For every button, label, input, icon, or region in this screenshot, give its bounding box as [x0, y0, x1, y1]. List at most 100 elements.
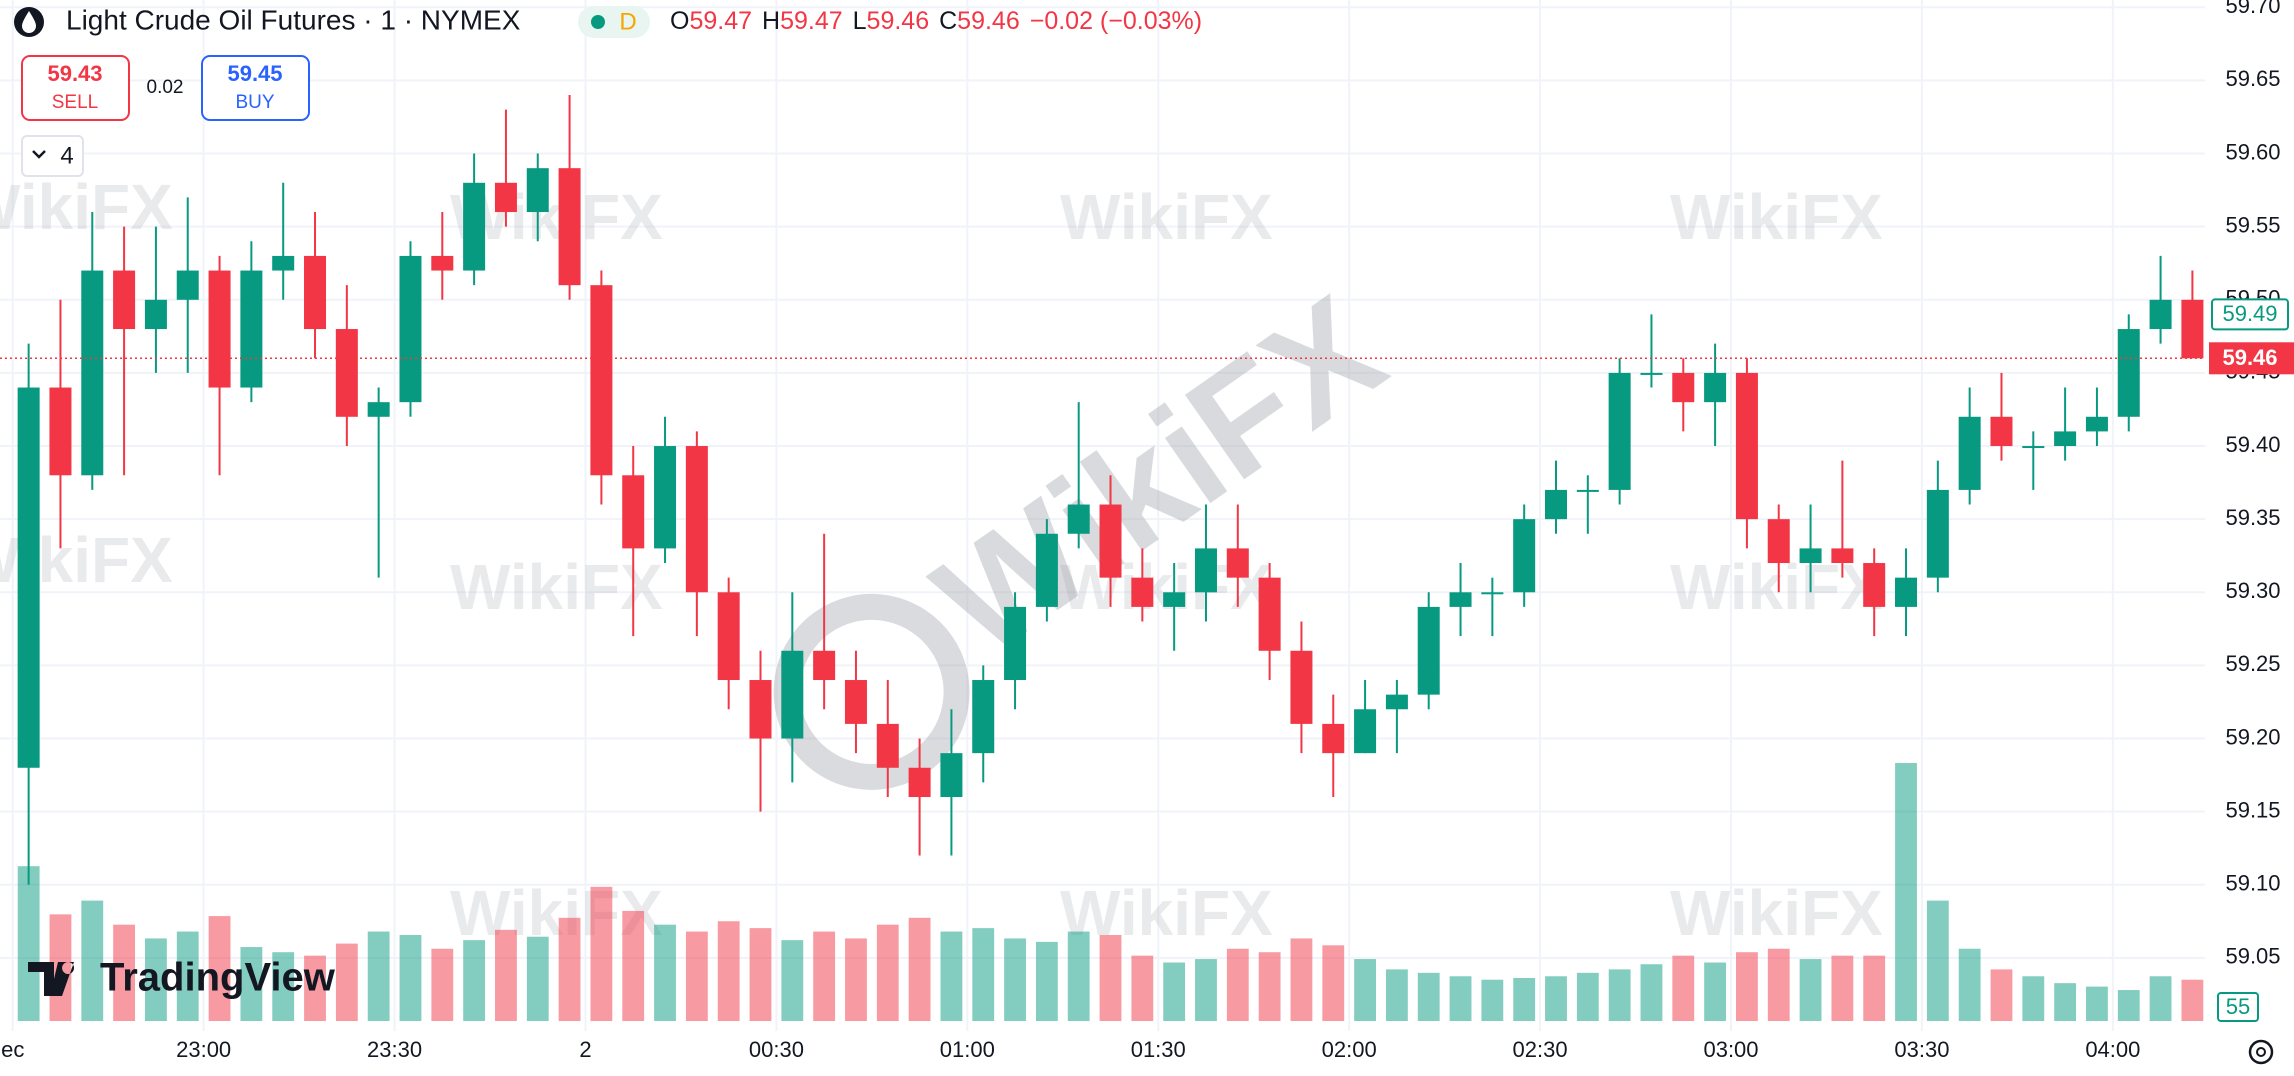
drop-icon [22, 11, 36, 33]
candle-body [908, 767, 931, 798]
candle-body [1194, 548, 1217, 593]
volume-bar [1799, 959, 1822, 1021]
volume-bar [1258, 952, 1281, 1021]
x-tick-label: 23:00 [176, 1037, 231, 1062]
volume-bar [463, 940, 486, 1021]
symbol-title[interactable]: Light Crude Oil Futures · 1 · NYMEX [66, 4, 521, 35]
ohlc-value: 59.46 [867, 7, 930, 35]
buy-label: BUY [235, 92, 274, 113]
watermark: WikiFX [1060, 877, 1273, 949]
change: −0.02 (−0.03%) [1030, 7, 1202, 35]
candle-body [17, 387, 40, 768]
candle-body [685, 446, 708, 593]
session-badge: D [619, 8, 636, 35]
volume-bar [304, 955, 326, 1021]
chevron-icon [32, 150, 46, 159]
last-price-box [2209, 342, 2294, 375]
volume-bar [1926, 900, 1949, 1021]
candle-body [1958, 416, 1981, 490]
candle-body [494, 182, 517, 213]
x-tick-label: 01:30 [1131, 1037, 1186, 1062]
candle-body [1290, 650, 1313, 724]
candle-body [940, 753, 963, 798]
buy-price: 59.45 [227, 61, 282, 86]
volume-bar [685, 931, 708, 1021]
volume-bar [1545, 976, 1567, 1021]
volume-bar [1035, 941, 1058, 1021]
y-tick-label: 59.20 [2225, 724, 2280, 749]
candle-body [2181, 299, 2204, 359]
time-axis: ec 23:00 23:30 2 00:30 01:00 01:30 02:00 02:30 03… [0, 1031, 2294, 1076]
volume-bar [1831, 955, 1854, 1021]
volume-bar [1417, 972, 1440, 1021]
volume-bar [2022, 976, 2045, 1021]
candle-body [1067, 504, 1090, 534]
x-tick-label: 00:30 [749, 1037, 804, 1062]
volume-bar [335, 943, 358, 1021]
watermark: WikiFX [1670, 181, 1883, 253]
volume-bar [81, 900, 104, 1021]
ohlc-value: 59.46 [957, 7, 1020, 35]
buy-button[interactable] [201, 55, 310, 121]
candle-body [144, 299, 167, 330]
y-tick-label: 59.55 [2225, 212, 2280, 237]
volume-bar [876, 924, 899, 1021]
settings-icon[interactable] [2248, 1039, 2274, 1065]
volume-bar [1704, 962, 1727, 1021]
volume-bar [526, 936, 549, 1021]
watermark: WikiFX [450, 551, 663, 623]
volume-bar [2086, 986, 2108, 1021]
candle-body [1576, 489, 1599, 492]
candle-body [2022, 446, 2045, 449]
ohlc-key: H [762, 7, 780, 35]
candle-body [813, 650, 836, 681]
volume-bar [2054, 983, 2077, 1021]
volume-bar [654, 924, 676, 1021]
y-tick-label: 59.15 [2225, 797, 2280, 822]
candle-body [622, 475, 645, 549]
volume-bar [1672, 955, 1695, 1021]
candle-body [1417, 606, 1440, 695]
candle-body [558, 168, 581, 286]
volume-bar [590, 886, 613, 1021]
volume-bar [1990, 969, 2013, 1021]
volume-bar [176, 931, 199, 1021]
volume-bar [1640, 964, 1663, 1021]
overlay-labels: 59.49 59.46 55 [0, 298, 2294, 1022]
indicators-toggle[interactable] [21, 135, 84, 177]
candle-body [1354, 709, 1377, 754]
candle-body [304, 255, 327, 330]
grid [0, 0, 2205, 1031]
ohlc-value: 59.47 [780, 7, 843, 35]
candle-body [431, 255, 454, 271]
price-axis-bg [2205, 0, 2294, 1031]
y-tick-label: 59.30 [2225, 578, 2280, 603]
candle-body [1735, 372, 1758, 520]
volume-bar [1449, 976, 1472, 1021]
volume-bar [1513, 978, 1536, 1021]
sell-button[interactable] [21, 55, 130, 121]
candle-body [749, 680, 772, 739]
candle-body [526, 168, 549, 213]
volume-bar [1736, 952, 1758, 1021]
sell-price: 59.43 [47, 61, 102, 86]
candle-body [1640, 372, 1663, 375]
x-tick-label: ec [1, 1037, 24, 1062]
volume-bar [781, 940, 804, 1021]
volume-bar [972, 928, 995, 1021]
candles-layer [17, 95, 2204, 885]
candle-body [1831, 548, 1854, 564]
x-tick-label: 01:00 [940, 1037, 995, 1062]
volume-bar [1576, 972, 1599, 1021]
volume-bar [145, 938, 167, 1021]
volume-bar [1958, 948, 1981, 1021]
price-axis: 59.05 59.10 59.15 59.20 59.25 59.30 59.35 59.40… [2205, 0, 2294, 1031]
ohlc-key: O [670, 7, 689, 35]
volume-bar [1767, 948, 1790, 1021]
sell-label: SELL [52, 92, 98, 113]
x-tick-label: 03:30 [1894, 1037, 1949, 1062]
candle-body [49, 387, 72, 476]
candle-body [1895, 577, 1918, 607]
volume-bar [1195, 959, 1217, 1021]
